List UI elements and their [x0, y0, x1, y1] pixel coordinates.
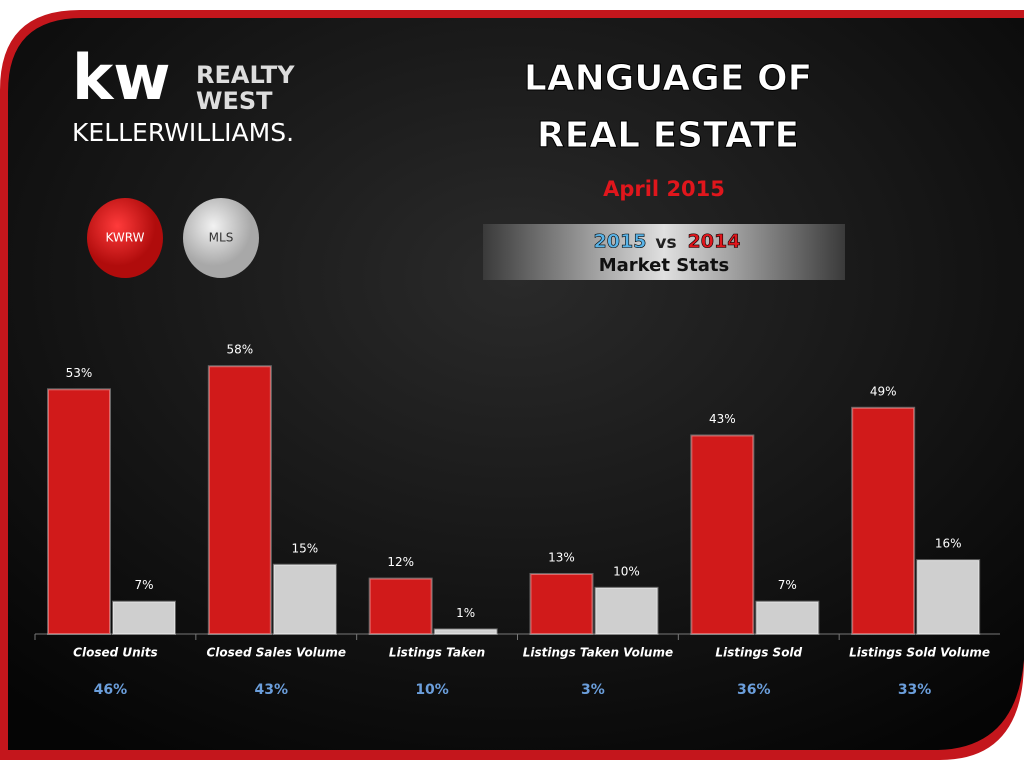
difference-label: 3%	[581, 682, 605, 698]
data-label: 43%	[709, 412, 736, 426]
x-tick-label: Listings Sold Volume	[849, 646, 990, 660]
legend: KWRW MLS	[87, 198, 259, 278]
legend-swatch	[87, 198, 163, 278]
difference-label: 46%	[94, 682, 128, 698]
subtitle: April 2015	[603, 177, 725, 201]
legend-label: MLS	[209, 231, 234, 245]
data-label: 12%	[387, 555, 414, 569]
difference-label: 33%	[898, 682, 932, 698]
banner-caption: Market Stats	[599, 255, 730, 276]
bar	[368, 577, 433, 635]
bar	[529, 572, 594, 636]
banner-year: 2014	[688, 231, 741, 253]
data-label: 49%	[870, 384, 897, 398]
bar	[851, 406, 916, 635]
legend-label: KWRW	[105, 231, 144, 245]
x-tick-label: Listings Taken Volume	[523, 646, 673, 660]
data-label: 1%	[456, 606, 475, 620]
data-label: 13%	[548, 550, 575, 564]
data-label: 7%	[134, 578, 153, 592]
data-label: 15%	[291, 541, 318, 555]
bar	[112, 600, 176, 636]
bar	[207, 365, 272, 635]
x-tick-label: Listings Sold	[715, 646, 802, 660]
title-line: REAL ESTATE	[537, 115, 799, 156]
data-label: 7%	[778, 578, 797, 592]
logo-line: REALTY	[196, 61, 295, 89]
logo-line: WEST	[196, 87, 273, 115]
logo-brand: KELLERWILLIAMS.	[72, 118, 294, 147]
x-tick-label: Closed Sales Volume	[207, 646, 346, 660]
bar	[47, 388, 111, 636]
logo-mark: kw	[72, 41, 171, 114]
x-tick-label: Listings Taken	[389, 646, 485, 660]
data-label: 53%	[66, 366, 93, 380]
x-tick-label: Closed Units	[73, 646, 158, 660]
title-line: LANGUAGE OF	[524, 58, 812, 99]
banner	[483, 224, 845, 280]
banner-vs: vs	[655, 233, 676, 253]
bar	[594, 586, 659, 635]
bar	[755, 600, 820, 636]
legend-swatch	[183, 198, 259, 278]
bar	[272, 563, 337, 635]
bar	[433, 628, 498, 636]
data-label: 10%	[613, 564, 640, 578]
data-label: 58%	[226, 343, 253, 357]
banner-year: 2015	[594, 231, 647, 253]
data-label: 16%	[935, 537, 962, 551]
bar	[916, 559, 981, 636]
difference-label: 43%	[254, 682, 288, 698]
bar	[690, 434, 755, 635]
difference-label: 36%	[737, 682, 771, 698]
difference-label: 10%	[415, 682, 449, 698]
